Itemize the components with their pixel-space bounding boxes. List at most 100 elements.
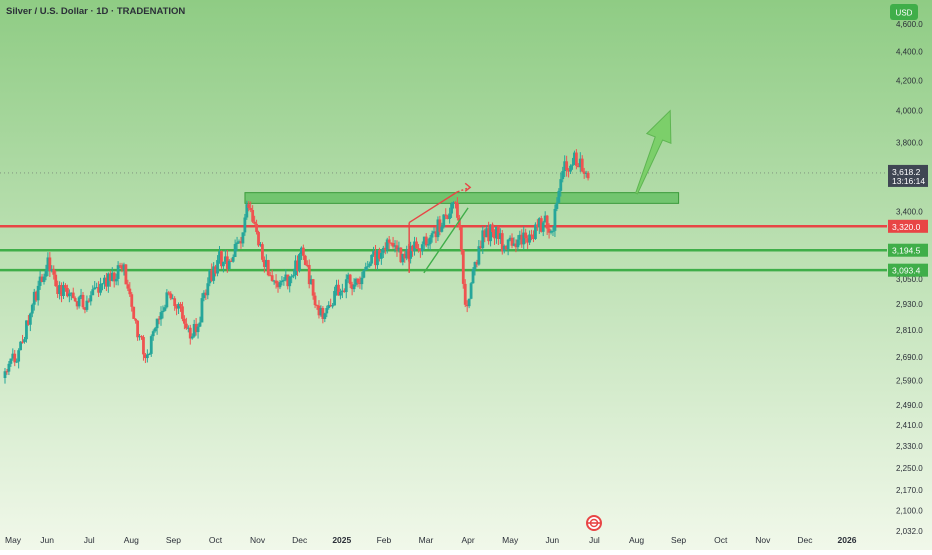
candle[interactable] [28,312,32,332]
candle[interactable] [481,226,485,254]
candle[interactable] [5,368,9,375]
candle[interactable] [91,285,95,296]
candle[interactable] [459,225,463,255]
candle[interactable] [7,360,11,376]
candle[interactable] [495,226,498,244]
wedge-lower-line[interactable] [423,207,469,274]
candle[interactable] [128,282,132,297]
candle[interactable] [461,249,465,289]
candle[interactable] [366,260,370,270]
candle[interactable] [87,298,91,303]
candle[interactable] [413,236,416,256]
candle[interactable] [465,300,469,313]
candle[interactable] [106,272,110,293]
candle[interactable] [56,280,60,298]
candle[interactable] [524,228,528,244]
candle[interactable] [444,208,448,220]
candle[interactable] [202,290,206,302]
candle[interactable] [485,225,489,238]
candle[interactable] [147,352,151,356]
candle[interactable] [399,247,403,264]
candle[interactable] [350,281,354,296]
candle[interactable] [85,295,89,312]
candle[interactable] [288,275,292,293]
candle[interactable] [532,230,535,243]
candle[interactable] [335,279,338,296]
candle[interactable] [578,152,582,173]
candle[interactable] [450,202,453,218]
candle[interactable] [58,281,62,300]
candle[interactable] [356,277,360,288]
candle[interactable] [110,267,114,282]
candle[interactable] [553,204,557,237]
candle[interactable] [25,320,28,343]
candle[interactable] [75,300,79,310]
candle[interactable] [457,214,461,231]
candle[interactable] [456,197,459,221]
candle[interactable] [149,334,153,357]
candle[interactable] [262,256,266,273]
candle[interactable] [186,325,190,333]
candle[interactable] [430,230,434,243]
candle[interactable] [229,258,233,263]
candle[interactable] [378,247,381,262]
candle[interactable] [255,219,258,235]
candle[interactable] [528,230,531,246]
candle[interactable] [354,277,358,287]
candle[interactable] [518,230,522,246]
candle[interactable] [153,326,157,333]
candle[interactable] [417,243,420,253]
candle[interactable] [9,358,13,367]
candle[interactable] [438,215,442,236]
candle[interactable] [504,245,508,251]
candle[interactable] [563,155,567,178]
candle[interactable] [171,294,175,300]
currency-badge[interactable]: USD [890,4,918,20]
candle[interactable] [452,201,455,209]
candle[interactable] [370,254,374,266]
candle[interactable] [391,236,395,249]
candle[interactable] [571,157,574,170]
candle[interactable] [245,200,249,220]
candle[interactable] [339,288,342,300]
candle[interactable] [298,252,301,273]
candle[interactable] [368,261,372,268]
candle[interactable] [206,277,210,300]
candle[interactable] [79,288,83,300]
candle[interactable] [227,259,231,271]
candle[interactable] [144,352,147,364]
candle[interactable] [161,305,165,319]
candle[interactable] [303,254,307,266]
candle[interactable] [493,229,496,245]
candle[interactable] [307,259,311,289]
candle[interactable] [15,358,19,364]
candle[interactable] [222,261,225,273]
candle[interactable] [491,222,494,238]
candle[interactable] [496,226,500,246]
candle[interactable] [506,239,510,256]
target-arrow[interactable] [634,109,672,195]
candle[interactable] [157,316,161,325]
candle[interactable] [576,163,580,168]
candle[interactable] [541,220,545,237]
candle[interactable] [218,246,221,264]
candle[interactable] [136,320,140,341]
candle[interactable] [539,215,543,233]
candle[interactable] [405,245,409,261]
candle[interactable] [329,298,333,308]
candle[interactable] [321,306,325,324]
candle[interactable] [21,334,24,344]
candle[interactable] [442,214,446,229]
candle[interactable] [389,242,393,246]
candle[interactable] [40,274,44,283]
candle[interactable] [543,211,547,223]
candle[interactable] [582,167,586,179]
candle[interactable] [448,207,452,224]
candle[interactable] [155,318,159,335]
candle[interactable] [270,269,274,282]
event-icon[interactable] [586,515,602,531]
candle[interactable] [409,241,413,264]
candle[interactable] [323,312,327,323]
candle[interactable] [120,262,124,273]
candle[interactable] [32,288,36,311]
